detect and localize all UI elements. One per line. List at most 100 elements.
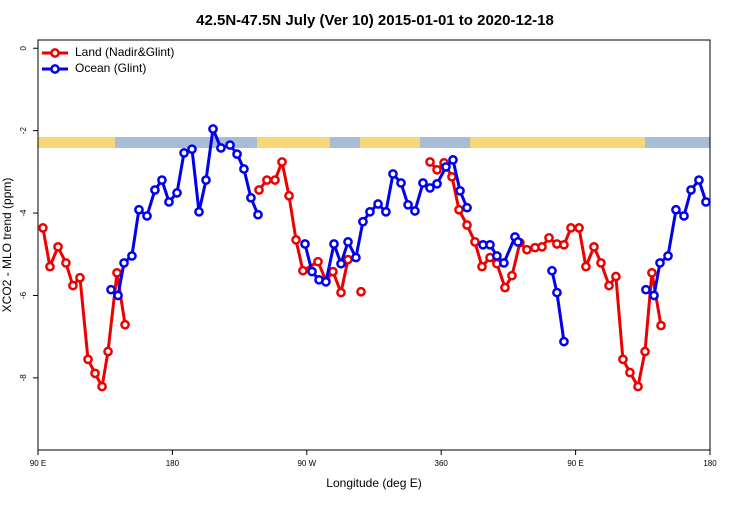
point — [656, 320, 666, 331]
point — [343, 237, 353, 247]
point — [485, 239, 495, 250]
point — [499, 258, 509, 268]
point — [686, 185, 696, 195]
point — [537, 242, 547, 252]
point — [284, 190, 294, 201]
point — [618, 354, 628, 365]
point — [552, 287, 562, 298]
point — [300, 239, 310, 249]
point — [679, 211, 689, 221]
point — [336, 287, 346, 298]
y-tick-label: -4 — [19, 209, 28, 217]
point — [425, 157, 435, 167]
point — [388, 169, 398, 179]
point — [113, 290, 123, 301]
point — [574, 223, 584, 233]
point — [172, 188, 182, 198]
point — [194, 206, 204, 217]
point — [441, 162, 451, 172]
point — [179, 148, 189, 158]
point — [356, 286, 366, 297]
point — [298, 265, 308, 276]
point — [418, 178, 428, 188]
point — [559, 239, 569, 250]
point — [544, 232, 554, 243]
point — [201, 175, 211, 185]
point — [477, 261, 487, 272]
point — [365, 206, 375, 217]
point — [410, 206, 420, 216]
point — [307, 266, 317, 277]
point — [232, 149, 242, 159]
point — [150, 185, 160, 195]
point — [112, 267, 122, 278]
point — [507, 270, 517, 281]
point — [403, 199, 413, 210]
point — [239, 164, 249, 174]
point — [640, 346, 650, 357]
point — [694, 175, 704, 185]
point — [462, 202, 472, 213]
point — [425, 183, 435, 193]
point — [103, 346, 113, 357]
point — [336, 258, 346, 269]
point — [45, 261, 55, 272]
series-line — [110, 127, 708, 342]
point — [270, 175, 280, 185]
point — [492, 251, 502, 261]
point — [97, 381, 107, 392]
chart-title: 42.5N-47.5N July (Ver 10) 2015-01-01 to … — [196, 12, 554, 29]
point — [625, 367, 635, 378]
point — [647, 267, 657, 278]
point — [216, 143, 226, 153]
point — [321, 277, 331, 287]
point — [90, 368, 100, 379]
point — [351, 252, 361, 263]
point — [164, 197, 174, 207]
point — [559, 336, 569, 347]
point — [120, 319, 130, 330]
point — [455, 185, 465, 196]
point — [454, 204, 464, 215]
x-axis-label: Longitude (deg E) — [326, 476, 421, 490]
x-tick-label: 360 — [435, 459, 449, 468]
point — [225, 140, 235, 150]
point — [208, 124, 218, 134]
plot-frame — [37, 39, 711, 451]
point — [329, 239, 339, 249]
y-tick-label: -6 — [19, 291, 28, 299]
y-axis-label: XCO2 - MLO trend (ppm) — [0, 178, 14, 313]
legend-marker — [50, 64, 60, 74]
point — [655, 258, 665, 268]
point — [589, 242, 599, 252]
x-tick-label: 180 — [166, 459, 180, 468]
point — [701, 197, 711, 207]
x-tick-label: 90 E — [567, 459, 583, 468]
point — [358, 216, 368, 227]
point — [142, 211, 152, 221]
point — [396, 178, 406, 188]
point — [500, 282, 510, 293]
point — [127, 251, 137, 261]
point — [187, 144, 197, 155]
point — [522, 244, 532, 255]
point — [663, 251, 673, 261]
point — [462, 220, 472, 230]
point — [432, 164, 442, 175]
point — [641, 284, 651, 295]
legend-label: Land (Nadir&Glint) — [75, 45, 174, 59]
point — [566, 223, 576, 233]
series-line — [41, 160, 663, 388]
legend-label: Ocean (Glint) — [75, 61, 146, 75]
y-tick-label: 0 — [19, 45, 28, 50]
land-ocean-strip — [38, 137, 710, 148]
point — [53, 242, 63, 252]
x-tick-label: 90 W — [297, 459, 316, 468]
point — [448, 155, 458, 165]
point — [291, 234, 301, 245]
point — [61, 258, 71, 268]
point — [470, 237, 480, 247]
point — [432, 178, 442, 189]
point — [246, 192, 256, 203]
point — [447, 171, 457, 182]
